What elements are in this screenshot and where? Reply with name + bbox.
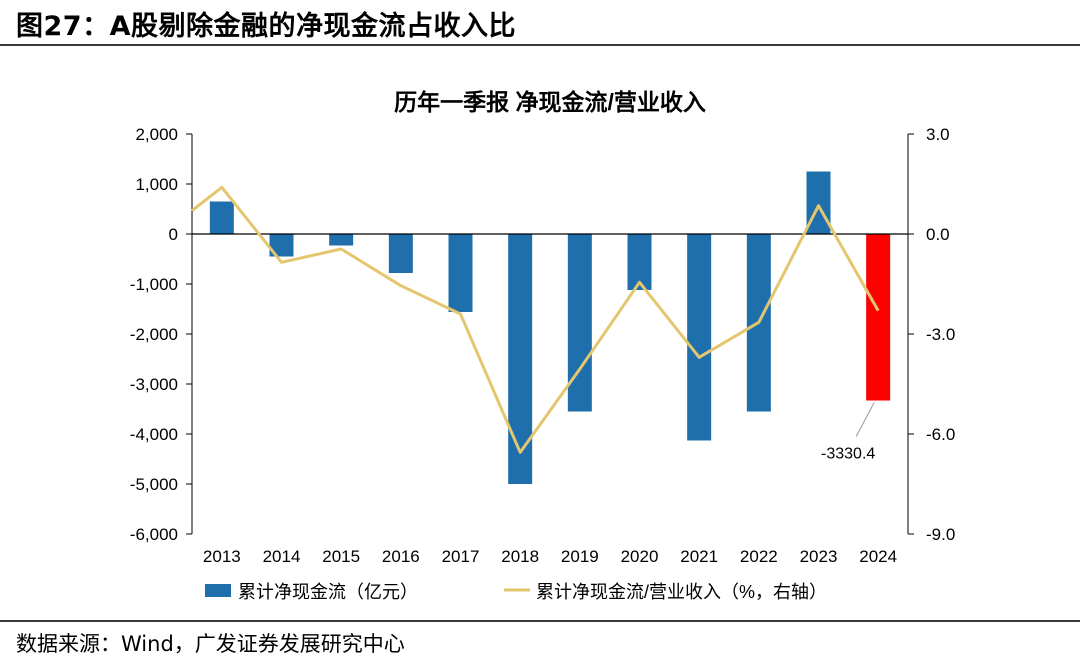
x-tick-label-2015: 2015	[322, 547, 360, 566]
source-note: 数据来源：Wind，广发证券发展研究中心	[16, 632, 405, 656]
x-axis: 2013 2014 2015 2016 2017 2018 2019 2020 2021 2022…	[192, 233, 908, 566]
chart: 历年一季报 净现金流/营业收入 2,000 1,000 0 -1,000 -2,000 -…	[130, 89, 956, 602]
x-tick-label-2021: 2021	[680, 547, 718, 566]
bar-2024	[866, 234, 891, 401]
legend-line-label: 累计净现金流/营业收入（%，右轴）	[536, 582, 827, 602]
left-axis: 2,000 1,000 0 -1,000 -2,000 -3,000 -4,000 -5,00…	[130, 125, 193, 544]
x-tick-label-2022: 2022	[740, 547, 778, 566]
left-tick-label: 0	[169, 225, 178, 244]
bar-series	[209, 171, 891, 484]
left-tick-label: -4,000	[130, 425, 178, 444]
right-tick-label: -9.0	[926, 525, 955, 544]
right-tick-label: -6.0	[926, 425, 955, 444]
bar-2014	[269, 234, 294, 257]
x-tick-label-2020: 2020	[621, 547, 659, 566]
left-tick-label: -1,000	[130, 275, 178, 294]
left-tick-label: -2,000	[130, 325, 178, 344]
legend-bar-swatch	[205, 584, 231, 597]
x-tick-label-2024: 2024	[859, 547, 897, 566]
annotation: -3330.4	[821, 402, 875, 463]
bar-2013	[209, 201, 234, 234]
left-tick-label: -5,000	[130, 475, 178, 494]
right-tick-label: 3.0	[926, 125, 950, 144]
legend: 累计净现金流（亿元） 累计净现金流/营业收入（%，右轴）	[205, 582, 827, 602]
annotation-label: -3330.4	[821, 446, 875, 463]
left-tick-label: 1,000	[135, 175, 178, 194]
right-tick-label: 0.0	[926, 225, 950, 244]
left-tick-label: 2,000	[135, 125, 178, 144]
title-divider	[0, 44, 1080, 46]
x-tick-label-2014: 2014	[263, 547, 301, 566]
line-series	[191, 185, 880, 454]
x-tick-label-2023: 2023	[800, 547, 838, 566]
x-tick-label-2013: 2013	[203, 547, 241, 566]
left-tick-label: -6,000	[130, 525, 178, 544]
bar-2018	[508, 234, 533, 484]
chart-title: 历年一季报 净现金流/营业收入	[394, 89, 706, 115]
bar-2016	[388, 234, 413, 273]
right-tick-label: -3.0	[926, 325, 955, 344]
bar-2019	[567, 234, 592, 412]
bar-2021	[687, 234, 712, 441]
line-ratio	[191, 185, 880, 454]
x-tick-label-2017: 2017	[442, 547, 480, 566]
legend-bar-label: 累计净现金流（亿元）	[238, 582, 418, 602]
left-tick-label: -3,000	[130, 375, 178, 394]
x-tick-label-2016: 2016	[382, 547, 420, 566]
x-tick-label-2019: 2019	[561, 547, 599, 566]
x-tick-label-2018: 2018	[501, 547, 539, 566]
annotation-leader	[855, 402, 875, 437]
footer-divider	[0, 620, 1080, 622]
bar-2017	[448, 234, 473, 312]
bar-2020	[627, 234, 652, 290]
right-axis: 3.0 0.0 -3.0 -6.0 -9.0	[907, 125, 955, 544]
figure-title: 图27：A股剔除金融的净现金流占收入比	[16, 11, 516, 42]
bar-2015	[329, 234, 354, 246]
